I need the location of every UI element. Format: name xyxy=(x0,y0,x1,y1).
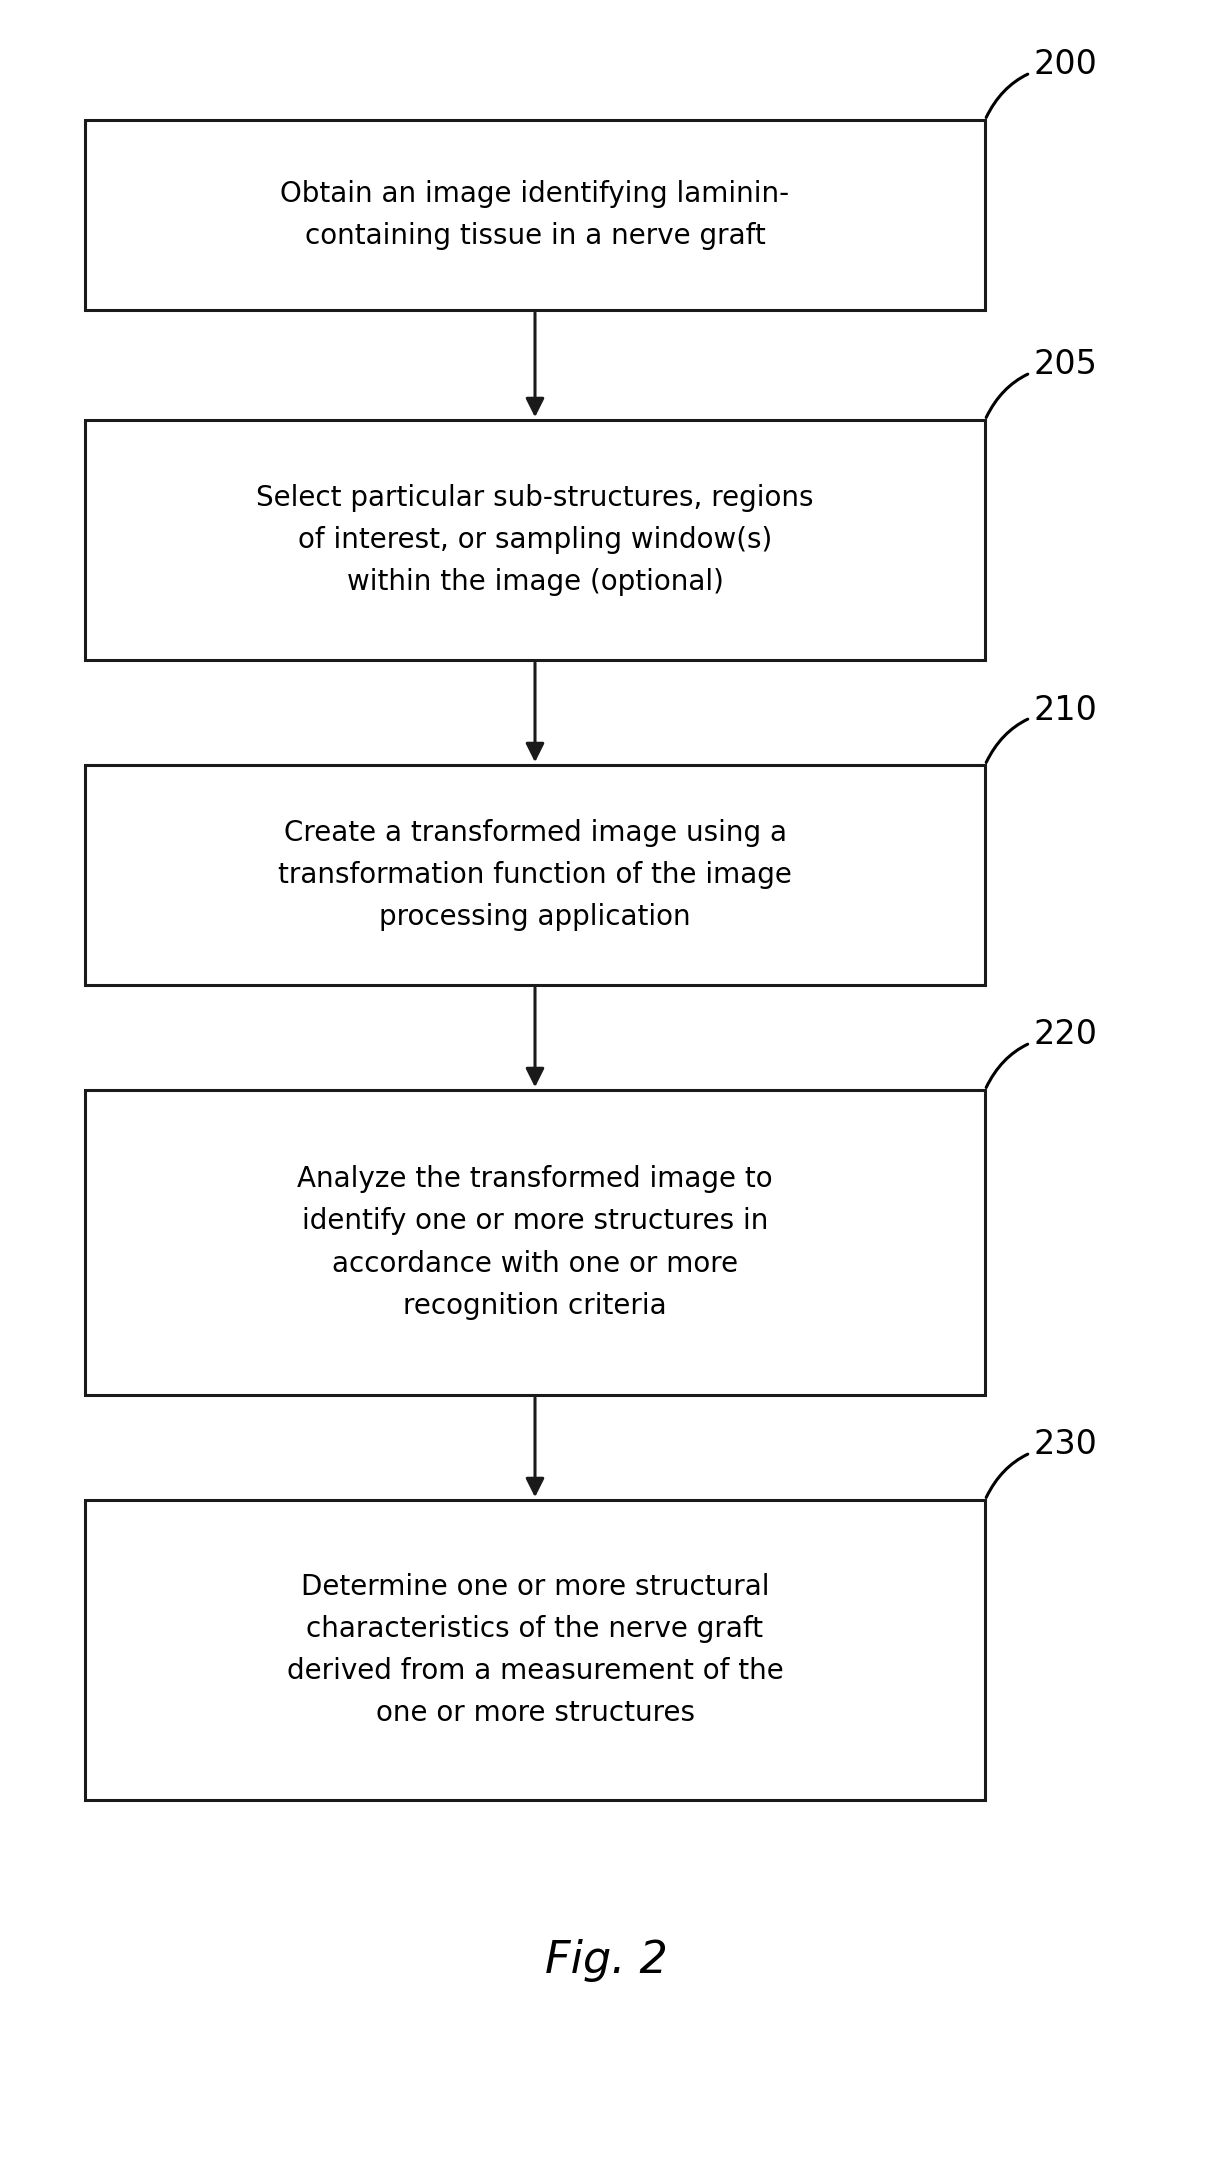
Text: 210: 210 xyxy=(987,693,1097,763)
FancyBboxPatch shape xyxy=(85,1090,985,1396)
Text: Analyze the transformed image to
identify one or more structures in
accordance w: Analyze the transformed image to identif… xyxy=(297,1166,773,1320)
Text: Determine one or more structural
characteristics of the nerve graft
derived from: Determine one or more structural charact… xyxy=(286,1573,783,1727)
Text: Obtain an image identifying laminin-
containing tissue in a nerve graft: Obtain an image identifying laminin- con… xyxy=(280,180,789,249)
Text: 220: 220 xyxy=(987,1018,1097,1088)
Text: 200: 200 xyxy=(987,48,1097,117)
FancyBboxPatch shape xyxy=(85,1500,985,1801)
FancyBboxPatch shape xyxy=(85,119,985,310)
Text: Fig. 2: Fig. 2 xyxy=(544,1939,668,1981)
Text: Create a transformed image using a
transformation function of the image
processi: Create a transformed image using a trans… xyxy=(278,819,791,932)
Text: Select particular sub-structures, regions
of interest, or sampling window(s)
wit: Select particular sub-structures, region… xyxy=(256,483,813,596)
Text: 205: 205 xyxy=(987,349,1097,418)
Text: 230: 230 xyxy=(987,1428,1097,1497)
FancyBboxPatch shape xyxy=(85,420,985,661)
FancyBboxPatch shape xyxy=(85,765,985,986)
